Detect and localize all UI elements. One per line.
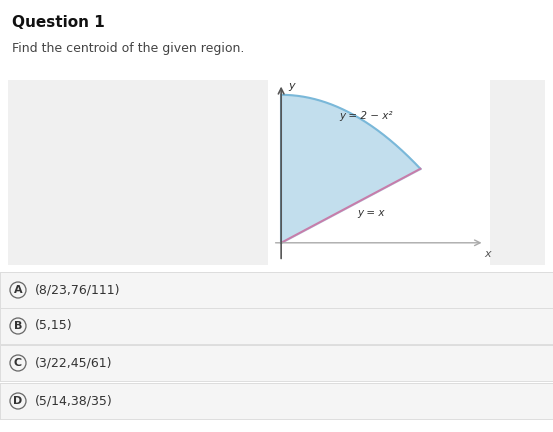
Text: y = x: y = x	[358, 208, 385, 218]
Text: Question 1: Question 1	[12, 15, 105, 30]
Text: (5/14,38/35): (5/14,38/35)	[35, 394, 113, 407]
Text: C: C	[14, 358, 22, 368]
Text: B: B	[14, 321, 22, 331]
Text: D: D	[13, 396, 23, 406]
Text: y: y	[288, 81, 295, 91]
Text: Find the centroid of the given region.: Find the centroid of the given region.	[12, 42, 244, 55]
Text: y = 2 − x²: y = 2 − x²	[340, 111, 393, 121]
Text: (5,15): (5,15)	[35, 320, 72, 333]
Text: x: x	[484, 249, 491, 259]
Text: (3/22,45/61): (3/22,45/61)	[35, 356, 112, 369]
Text: A: A	[14, 285, 22, 295]
Text: (8/23,76/111): (8/23,76/111)	[35, 283, 121, 296]
